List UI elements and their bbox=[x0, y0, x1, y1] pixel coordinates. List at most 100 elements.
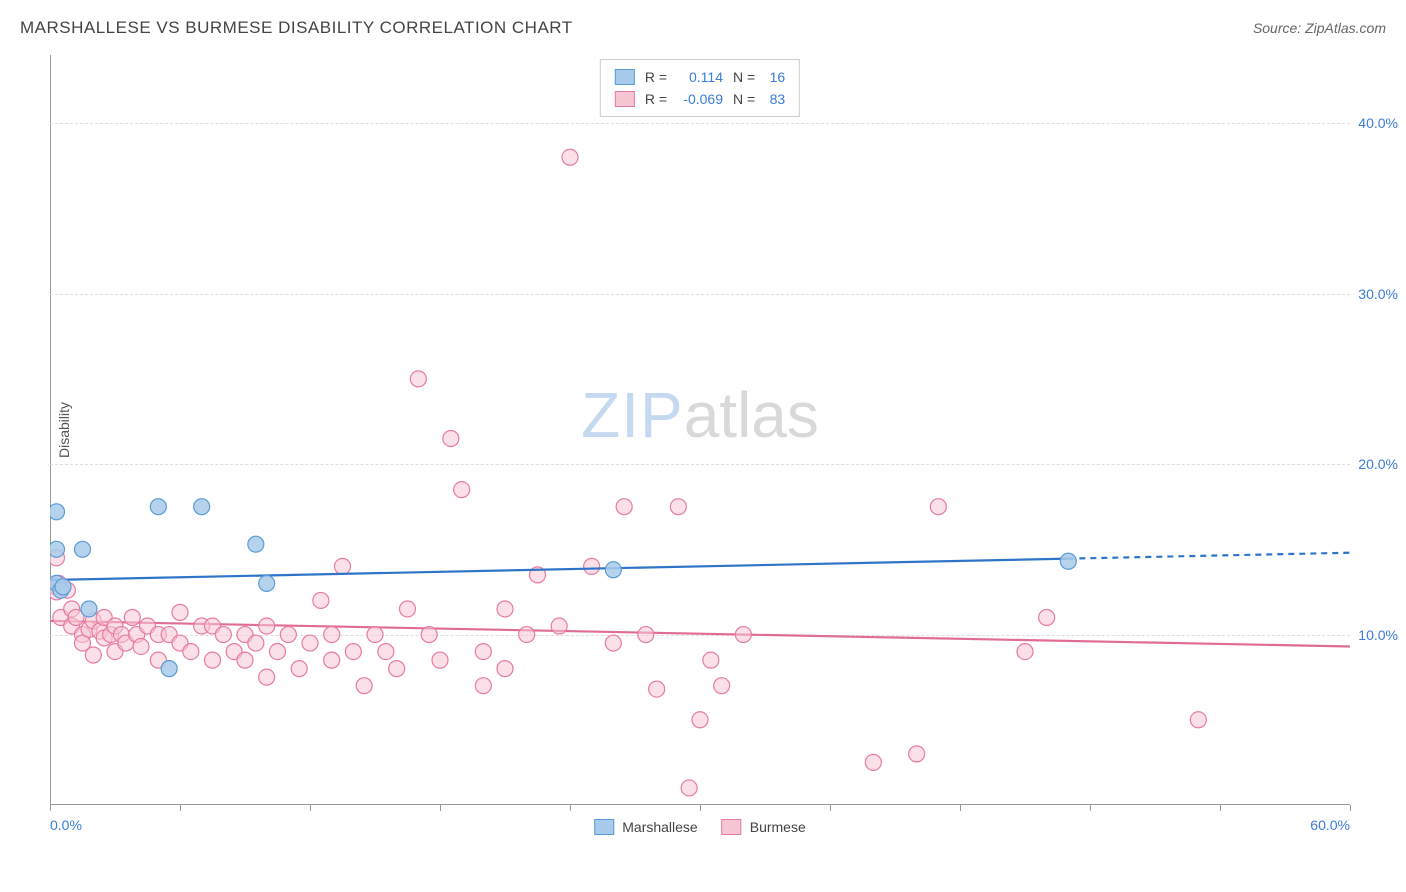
data-point bbox=[85, 647, 101, 663]
data-point bbox=[681, 780, 697, 796]
data-point bbox=[55, 579, 71, 595]
data-point bbox=[692, 712, 708, 728]
r-value: 0.114 bbox=[673, 66, 723, 88]
data-point bbox=[605, 562, 621, 578]
x-tick bbox=[570, 805, 571, 811]
data-point bbox=[909, 746, 925, 762]
data-point bbox=[714, 678, 730, 694]
data-point bbox=[248, 536, 264, 552]
data-point bbox=[443, 431, 459, 447]
legend-swatch-icon bbox=[722, 819, 742, 835]
data-point bbox=[475, 678, 491, 694]
data-point bbox=[735, 627, 751, 643]
data-point bbox=[356, 678, 372, 694]
data-point bbox=[421, 627, 437, 643]
data-point bbox=[616, 499, 632, 515]
data-point bbox=[1190, 712, 1206, 728]
legend-label: Marshallese bbox=[622, 819, 697, 835]
legend-item: Burmese bbox=[722, 819, 806, 835]
x-tick-label: 60.0% bbox=[1310, 817, 1350, 833]
y-tick-label: 40.0% bbox=[1358, 115, 1398, 131]
legend-stat-row: R =0.114N =16 bbox=[615, 66, 785, 88]
data-point bbox=[649, 681, 665, 697]
data-point bbox=[50, 504, 65, 520]
chart-header: MARSHALLESE VS BURMESE DISABILITY CORREL… bbox=[20, 18, 1386, 38]
data-point bbox=[280, 627, 296, 643]
data-point bbox=[930, 499, 946, 515]
x-tick bbox=[50, 805, 51, 811]
data-point bbox=[638, 627, 654, 643]
data-point bbox=[378, 644, 394, 660]
data-point bbox=[291, 661, 307, 677]
plot-svg bbox=[50, 55, 1350, 805]
data-point bbox=[324, 627, 340, 643]
n-label: N = bbox=[733, 66, 755, 88]
legend-swatch-icon bbox=[615, 91, 635, 107]
data-point bbox=[410, 371, 426, 387]
y-tick-label: 10.0% bbox=[1358, 627, 1398, 643]
data-point bbox=[270, 644, 286, 660]
data-point bbox=[400, 601, 416, 617]
r-label: R = bbox=[645, 66, 667, 88]
y-tick-label: 20.0% bbox=[1358, 456, 1398, 472]
data-point bbox=[703, 652, 719, 668]
legend-swatch-icon bbox=[615, 69, 635, 85]
chart-source: Source: ZipAtlas.com bbox=[1253, 20, 1386, 36]
data-point bbox=[1039, 610, 1055, 626]
chart-title: MARSHALLESE VS BURMESE DISABILITY CORREL… bbox=[20, 18, 573, 38]
r-value: -0.069 bbox=[673, 88, 723, 110]
data-point bbox=[324, 652, 340, 668]
legend-label: Burmese bbox=[750, 819, 806, 835]
data-point bbox=[81, 601, 97, 617]
data-point bbox=[194, 499, 210, 515]
legend-series: Marshallese Burmese bbox=[594, 819, 806, 835]
data-point bbox=[248, 635, 264, 651]
data-point bbox=[865, 754, 881, 770]
data-point bbox=[475, 644, 491, 660]
data-point bbox=[259, 575, 275, 591]
data-point bbox=[497, 601, 513, 617]
data-point bbox=[259, 618, 275, 634]
data-point bbox=[389, 661, 405, 677]
data-point bbox=[237, 652, 253, 668]
data-point bbox=[670, 499, 686, 515]
data-point bbox=[519, 627, 535, 643]
data-point bbox=[345, 644, 361, 660]
data-point bbox=[313, 592, 329, 608]
y-tick-label: 30.0% bbox=[1358, 286, 1398, 302]
trend-line-dashed bbox=[1068, 553, 1350, 559]
data-point bbox=[1060, 553, 1076, 569]
data-point bbox=[335, 558, 351, 574]
data-point bbox=[551, 618, 567, 634]
x-tick bbox=[310, 805, 311, 811]
data-point bbox=[215, 627, 231, 643]
x-tick bbox=[960, 805, 961, 811]
data-point bbox=[367, 627, 383, 643]
data-point bbox=[497, 661, 513, 677]
data-point bbox=[75, 541, 91, 557]
data-point bbox=[133, 638, 149, 654]
data-point bbox=[1017, 644, 1033, 660]
data-point bbox=[584, 558, 600, 574]
x-tick bbox=[700, 805, 701, 811]
data-point bbox=[50, 541, 65, 557]
data-point bbox=[454, 482, 470, 498]
data-point bbox=[161, 661, 177, 677]
legend-stat-row: R =-0.069N =83 bbox=[615, 88, 785, 110]
r-label: R = bbox=[645, 88, 667, 110]
data-point bbox=[605, 635, 621, 651]
data-point bbox=[432, 652, 448, 668]
legend-swatch-icon bbox=[594, 819, 614, 835]
x-tick-label: 0.0% bbox=[50, 817, 82, 833]
legend-item: Marshallese bbox=[594, 819, 697, 835]
x-tick bbox=[1090, 805, 1091, 811]
x-tick bbox=[830, 805, 831, 811]
x-tick bbox=[440, 805, 441, 811]
trend-line bbox=[50, 559, 1068, 580]
data-point bbox=[205, 652, 221, 668]
x-tick bbox=[1350, 805, 1351, 811]
chart-area: Disability ZIPatlas R =0.114N =16R =-0.0… bbox=[50, 55, 1350, 805]
data-point bbox=[150, 499, 166, 515]
x-tick bbox=[180, 805, 181, 811]
data-point bbox=[259, 669, 275, 685]
